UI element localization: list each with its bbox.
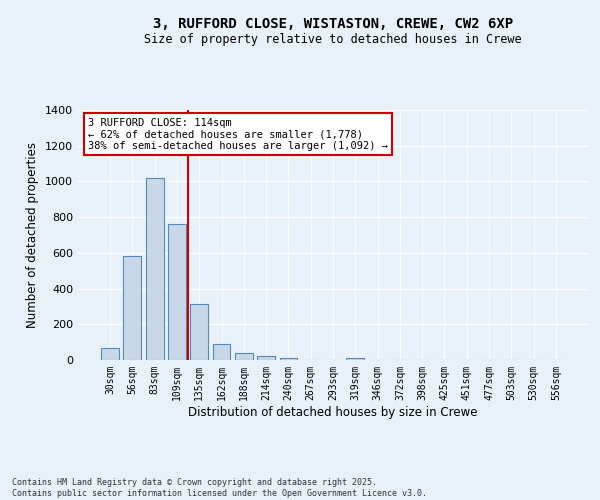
- Bar: [124, 256, 142, 360]
- Bar: [101, 348, 119, 360]
- Bar: [235, 353, 253, 360]
- Text: 3 RUFFORD CLOSE: 114sqm
← 62% of detached houses are smaller (1,778)
38% of semi: 3 RUFFORD CLOSE: 114sqm ← 62% of detache…: [88, 118, 388, 150]
- Text: Contains HM Land Registry data © Crown copyright and database right 2025.
Contai: Contains HM Land Registry data © Crown c…: [12, 478, 427, 498]
- Y-axis label: Number of detached properties: Number of detached properties: [26, 142, 40, 328]
- Bar: [346, 358, 364, 360]
- Bar: [190, 304, 208, 360]
- Bar: [168, 224, 186, 360]
- Bar: [280, 358, 298, 360]
- Bar: [212, 344, 230, 360]
- X-axis label: Distribution of detached houses by size in Crewe: Distribution of detached houses by size …: [188, 406, 478, 418]
- Bar: [146, 178, 164, 360]
- Text: Size of property relative to detached houses in Crewe: Size of property relative to detached ho…: [144, 32, 522, 46]
- Text: 3, RUFFORD CLOSE, WISTASTON, CREWE, CW2 6XP: 3, RUFFORD CLOSE, WISTASTON, CREWE, CW2 …: [153, 18, 513, 32]
- Bar: [257, 356, 275, 360]
